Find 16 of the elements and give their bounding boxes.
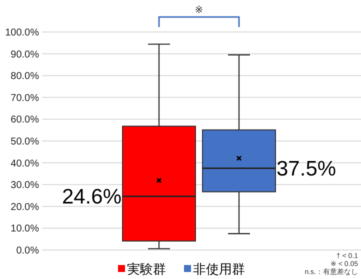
y-tick-label: 0.0%: [16, 246, 40, 256]
y-tick-label: 70.0%: [10, 92, 40, 104]
y-tick-label: 30.0%: [10, 180, 40, 192]
y-tick-label: 10.0%: [10, 224, 40, 235]
y-tick-label: 40.0%: [10, 158, 40, 170]
y-tick-label: 90.0%: [10, 49, 40, 60]
y-tick-label: 20.0%: [10, 202, 40, 213]
legend-label: 非使用群: [193, 262, 245, 277]
text: ※: [194, 5, 204, 16]
annotation: 37.5%: [276, 158, 336, 181]
y-tick-label: 80.0%: [10, 71, 40, 82]
y-tick-label: 100.0%: [5, 28, 40, 38]
y-tick-label: 50.0%: [10, 136, 40, 148]
y-tick-label: 60.0%: [10, 114, 40, 126]
legend-label: 実験群: [127, 262, 166, 277]
annotation: 24.6%: [62, 186, 122, 209]
